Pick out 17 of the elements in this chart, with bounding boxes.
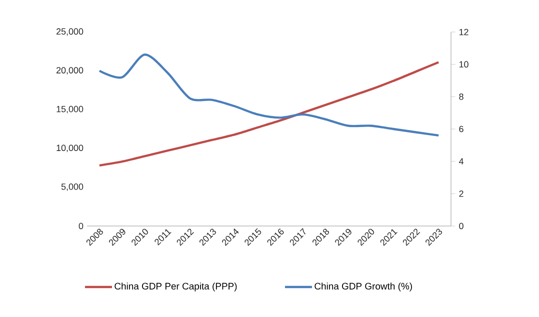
y2-tick-label: 2: [459, 190, 464, 197]
y-tick-label: 15,000: [56, 106, 84, 114]
y2-tick-label: 0: [459, 222, 464, 230]
y2-tick-label: 12: [459, 28, 468, 36]
y-tick-label: 25,000: [56, 28, 84, 36]
y-tick-label: 10,000: [56, 144, 84, 152]
y-tick-label: 5,000: [61, 183, 84, 191]
y-tick-label: 0: [78, 222, 84, 230]
line-series: [98, 61, 440, 167]
y2-tick-label: 6: [459, 126, 464, 132]
y2-tick-label: 8: [459, 93, 464, 100]
y-tick-label: 20,000: [56, 67, 84, 74]
y2-tick-label: 4: [458, 158, 464, 164]
legend-label: China GDP Growth (%): [314, 282, 412, 292]
line-series: [98, 54, 440, 137]
y2-tick-label: 10: [459, 61, 468, 68]
legend-label: China GDP Per Capita (PPP): [114, 282, 237, 292]
